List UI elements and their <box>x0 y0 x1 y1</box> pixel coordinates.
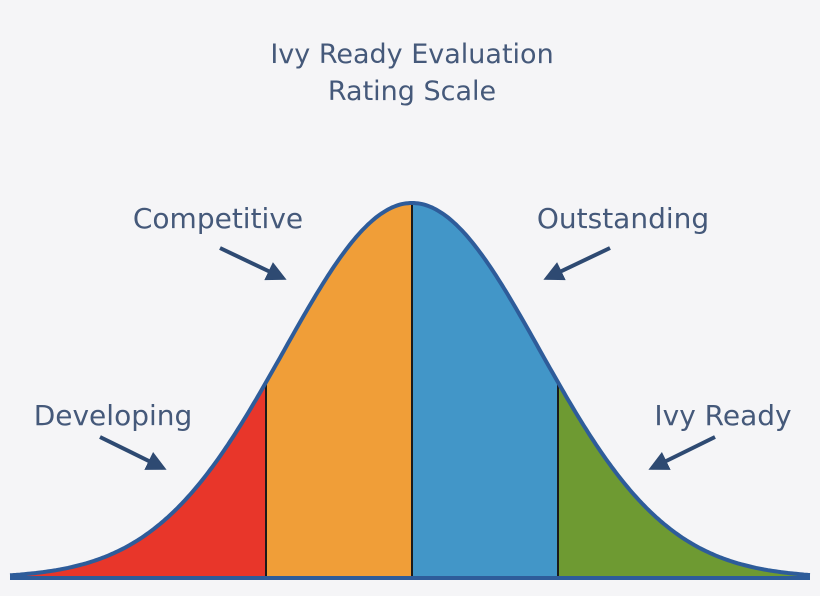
region <box>266 203 412 578</box>
region <box>412 203 558 578</box>
arrow <box>99 435 167 470</box>
region <box>558 382 810 578</box>
arrow <box>543 246 611 281</box>
arrows <box>99 246 716 470</box>
region <box>10 382 266 578</box>
region-label: Ivy Ready <box>654 399 791 432</box>
outline <box>9 201 811 578</box>
arrow <box>219 246 287 281</box>
arrow <box>648 435 716 470</box>
bell-curve <box>9 201 811 580</box>
region-label: Competitive <box>133 202 303 235</box>
region-label: Developing <box>34 399 193 432</box>
title-line: Ivy Ready Evaluation <box>270 39 553 70</box>
region-label: Outstanding <box>537 202 709 235</box>
title-line: Rating Scale <box>328 76 496 107</box>
